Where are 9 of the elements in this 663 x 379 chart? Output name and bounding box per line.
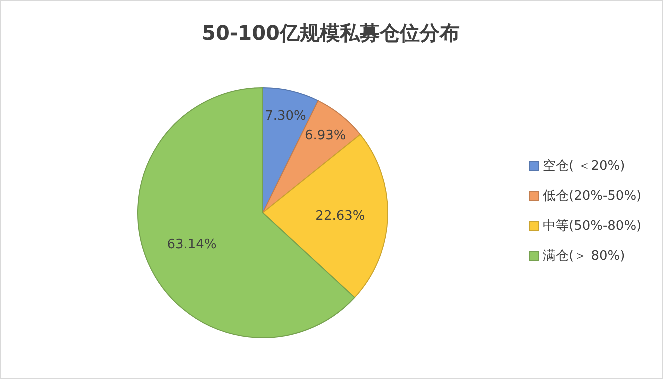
legend-label: 中等(50%-80%) — [543, 219, 642, 234]
data-label: 6.93% — [304, 128, 346, 144]
data-label: 7.30% — [265, 109, 306, 124]
legend-label: 空仓( ＜20%) — [543, 159, 626, 174]
data-label: 63.14% — [167, 238, 217, 253]
data-label: 22.63% — [316, 209, 366, 224]
legend-label: 满仓(＞ 80%) — [543, 249, 626, 264]
legend-label: 低仓(20%-50%) — [543, 189, 642, 204]
chart-title: 50-100亿规模私募仓位分布 — [202, 21, 460, 45]
